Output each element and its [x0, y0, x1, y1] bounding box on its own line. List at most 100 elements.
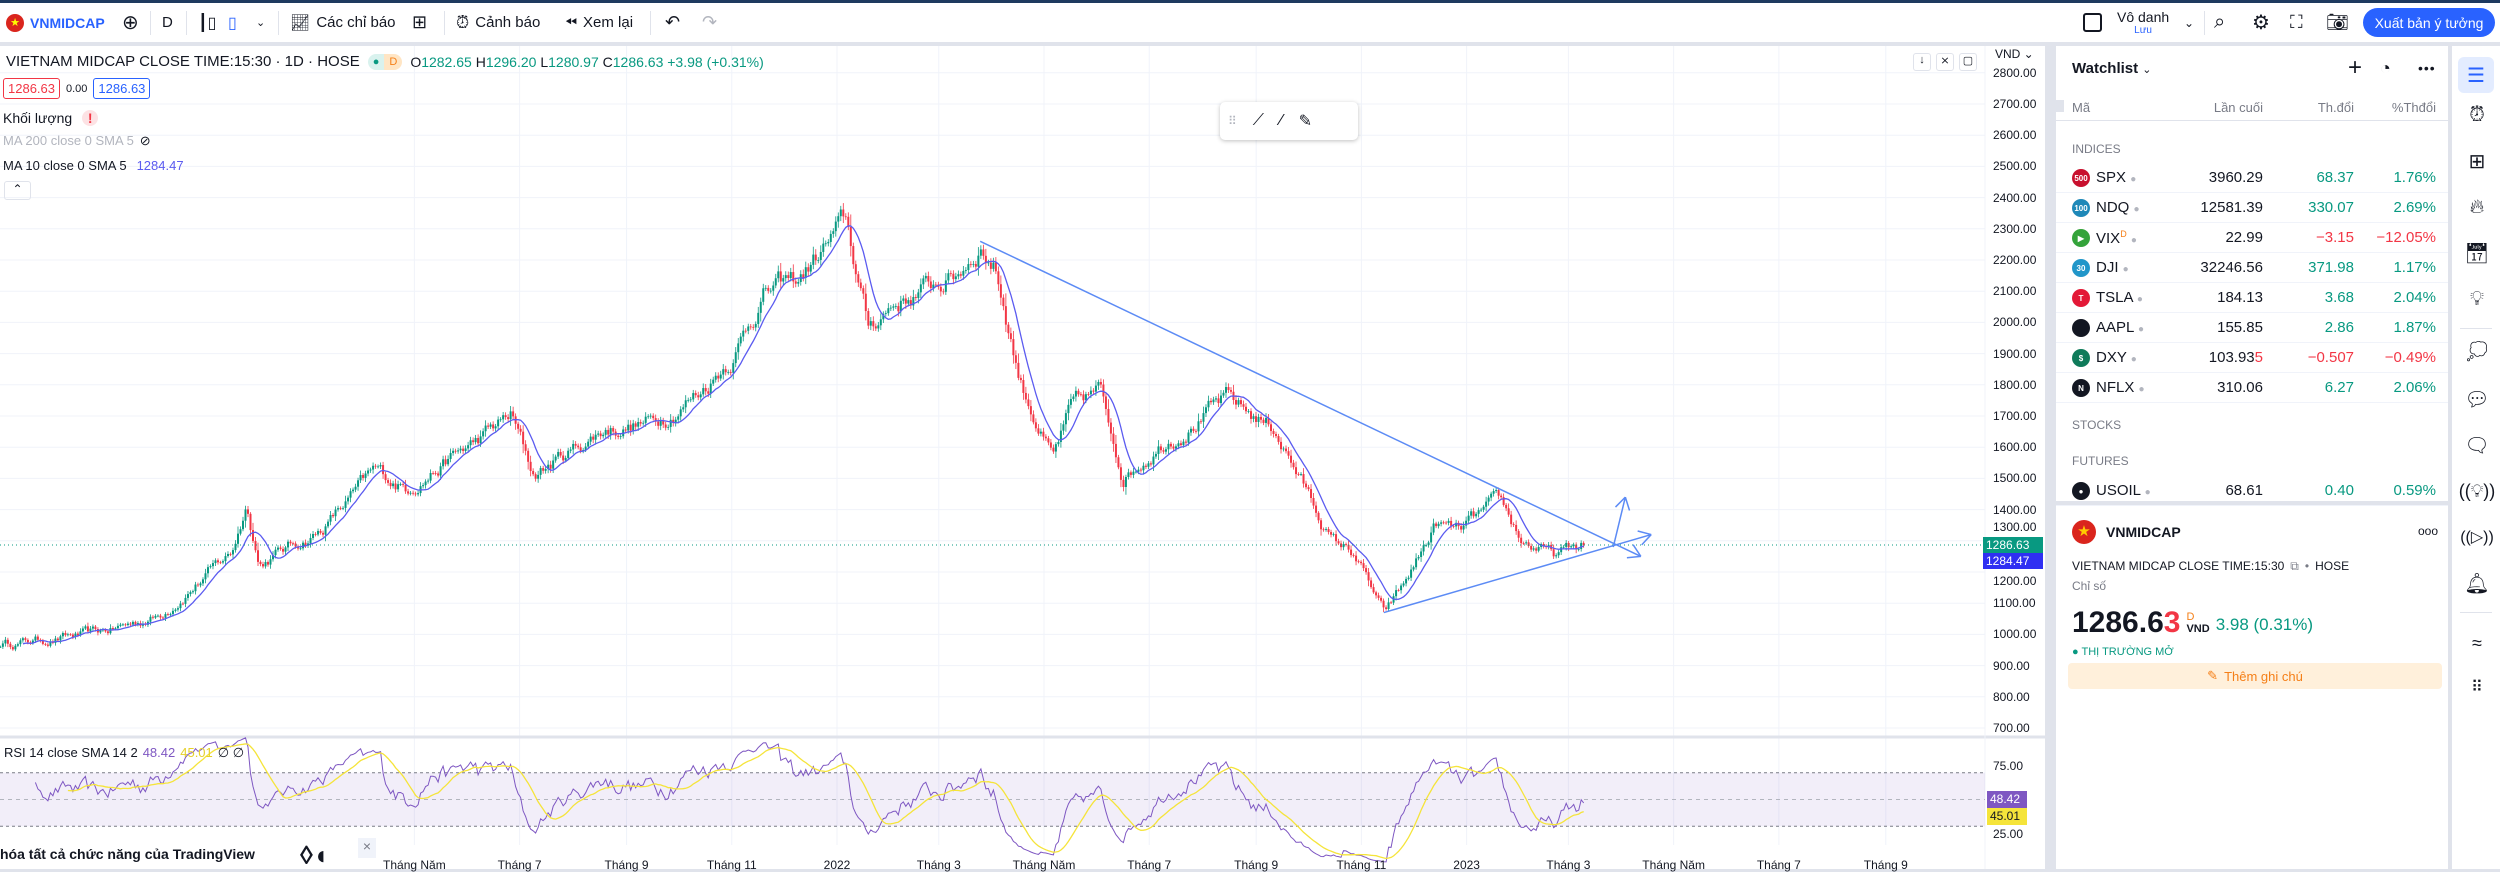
spread-value: 0.00: [66, 82, 88, 95]
symbol-logo-icon: $: [2072, 349, 2090, 367]
watchlist-header: Mã Lần cuối Th.đổi %Thđổi: [2056, 96, 2448, 121]
rsi-legend[interactable]: RSI 14 close SMA 14 2 48.42 45.01 ∅ ∅: [4, 745, 244, 761]
live-stream-icon[interactable]: ((▷)): [2460, 529, 2494, 546]
ticker: NDQ ●: [2096, 199, 2140, 216]
watchlist-row[interactable]: 30 DJI ● 32246.56 371.98 1.17%: [2056, 253, 2448, 283]
watchlist-row[interactable]: $ DXY ● 103.935 −0.507 −0.49%: [2056, 343, 2448, 373]
section-indices[interactable]: INDICES: [2072, 142, 2121, 156]
drag-handle-icon[interactable]: ⠿: [1228, 114, 1237, 128]
indicators-label: Các chỉ báo: [316, 14, 396, 31]
fullscreen-icon[interactable]: ⛶: [2290, 12, 2303, 32]
details-more-icon[interactable]: ooo: [2418, 524, 2439, 538]
details-symbol: VNMIDCAP: [2106, 524, 2181, 540]
alert-button[interactable]: ⏰︎ Cảnh báo: [456, 3, 540, 42]
watchlist-row[interactable]: AAPL ● 155.85 2.86 1.87%: [2056, 313, 2448, 343]
alert-label: Cảnh báo: [475, 14, 541, 31]
redo-icon[interactable]: ↷: [702, 12, 718, 32]
chevrons-icon[interactable]: ≈: [2472, 632, 2482, 653]
chevron-down-icon[interactable]: ⌄: [256, 17, 266, 29]
external-link-icon[interactable]: ⧉: [2290, 559, 2299, 573]
volume-indicator-legend[interactable]: Khối lượng!: [3, 110, 99, 126]
bars-style-icon[interactable]: ┃▯: [198, 14, 217, 32]
templates-grid-icon[interactable]: ⊞: [412, 12, 428, 32]
add-symbol-icon[interactable]: +: [2348, 54, 2363, 81]
watchlist-row[interactable]: N NFLX ● 310.06 6.27 2.06%: [2056, 373, 2448, 403]
symbol-logo-icon: 100: [2072, 199, 2090, 217]
chart-legend: VIETNAM MIDCAP CLOSE TIME:15:30 · 1D · H…: [6, 53, 764, 70]
price-axis-label: 1000.00: [1993, 627, 2037, 642]
drawing-floating-toolbar: ⠿ ⟋ ∕ ✎: [1220, 102, 1358, 140]
compare-add-icon[interactable]: ⊕: [122, 12, 139, 34]
idea-stream-icon[interactable]: ((💡︎)): [2458, 480, 2496, 501]
symbol-label: VNMIDCAP: [30, 14, 105, 31]
line-tool-icon[interactable]: ⟋: [1252, 112, 1264, 129]
collapse-legend-button[interactable]: ⌃: [4, 181, 31, 200]
chat-cloud-icon[interactable]: 💭︎: [2464, 340, 2490, 363]
vietnam-flag-icon: ★: [2072, 520, 2096, 544]
symbol-logo-icon: T: [2072, 289, 2090, 307]
watchlist-row[interactable]: 100 NDQ ● 12581.39 330.07 2.69%: [2056, 193, 2448, 223]
ma200-legend[interactable]: MA 200 close 0 SMA 5 ⊘: [3, 133, 151, 149]
col-change-pct[interactable]: %Thđổi: [2391, 100, 2436, 115]
hotlist-flame-icon[interactable]: 🔥︎: [2469, 195, 2485, 218]
layout-name-button[interactable]: Vô danh Lưu: [2117, 3, 2169, 42]
maximize-pane-icon[interactable]: ▢: [1959, 53, 1977, 71]
advanced-view-icon[interactable]: ◔: [2380, 58, 2391, 78]
candles-style-icon[interactable]: ▯: [228, 14, 237, 32]
publish-idea-button[interactable]: Xuất bản ý tưởng: [2363, 8, 2495, 37]
section-stocks[interactable]: STOCKS: [2072, 418, 2122, 432]
close-icon[interactable]: ×: [358, 838, 376, 858]
price-axis-label: 1100.00: [1993, 596, 2036, 611]
col-symbol[interactable]: Mã: [2072, 100, 2091, 115]
add-note-button[interactable]: ✎ Thêm ghi chú: [2068, 663, 2442, 689]
sell-price-button[interactable]: 1286.63: [3, 78, 60, 99]
layout-checkbox-icon[interactable]: [2083, 3, 2102, 42]
symbol-search-button[interactable]: ★ VNMIDCAP: [6, 3, 105, 42]
currency-selector[interactable]: VND ⌄: [1995, 47, 2034, 61]
messages-icon[interactable]: 🗨︎: [2464, 434, 2490, 457]
alarm-clock-icon[interactable]: ⏰︎: [2469, 103, 2485, 126]
interval-button[interactable]: D: [162, 3, 173, 42]
details-description: VIETNAM MIDCAP CLOSE TIME:15:30 ⧉ • HOSE: [2072, 559, 2350, 573]
watchlist-row[interactable]: ● USOIL ● 68.61 0.40 0.59%: [2056, 476, 2448, 506]
time-axis-label: Tháng 9: [604, 858, 649, 872]
col-change[interactable]: Th.đổi: [2317, 100, 2354, 115]
gear-icon[interactable]: ⚙: [2252, 12, 2270, 34]
indicators-button[interactable]: 📈︎ Các chỉ báo: [290, 3, 396, 42]
watchlist-icon[interactable]: ☰: [2458, 57, 2494, 93]
lightbulb-icon[interactable]: 💡︎: [2470, 287, 2484, 310]
chart-pane[interactable]: [0, 46, 2045, 869]
watchlist-row[interactable]: ▶ VIXD ● 22.99 −3.15 −12.05%: [2056, 223, 2448, 253]
undo-icon[interactable]: ↶: [665, 12, 681, 32]
collapse-pane-icon[interactable]: ⨯: [1936, 53, 1954, 71]
price-axis-label: 2100.00: [1993, 284, 2037, 299]
watchlist-row[interactable]: T TSLA ● 184.13 3.68 2.04%: [2056, 283, 2448, 313]
arrow-down-icon[interactable]: ↓: [1913, 53, 1931, 71]
chats-icon[interactable]: 💬︎: [2464, 388, 2490, 411]
section-futures[interactable]: FUTURES: [2072, 454, 2129, 468]
buy-price-button[interactable]: 1286.63: [93, 78, 151, 99]
col-last[interactable]: Lần cuối: [2213, 100, 2263, 115]
dots-grid-icon[interactable]: ⠿: [2471, 679, 2483, 696]
replay-icon: ⏪︎: [565, 14, 578, 31]
watchlist-row[interactable]: 500 SPX ● 3960.29 68.37 1.76%: [2056, 163, 2448, 193]
calendar-icon[interactable]: 📅︎: [2464, 242, 2490, 265]
add-list-icon[interactable]: ⊞: [2468, 150, 2486, 173]
time-axis-label: Tháng 7: [1756, 858, 1801, 872]
watchlist-panel: Watchlist ⌄ + ◔ ••• Mã Lần cuối Th.đổi %…: [2056, 46, 2448, 869]
ma10-legend[interactable]: MA 10 close 0 SMA 5 1284.47: [3, 158, 184, 173]
camera-icon[interactable]: 📷︎: [2326, 12, 2349, 32]
layout-chevron-down-icon[interactable]: ⌄: [2184, 15, 2195, 30]
change: 2.86: [2324, 319, 2354, 336]
replay-button[interactable]: ⏪︎ Xem lại: [565, 3, 633, 42]
rsi-value: 48.42: [142, 745, 176, 760]
watchlist-title-button[interactable]: Watchlist ⌄: [2072, 60, 2152, 77]
paint-brush-icon[interactable]: ✎: [1298, 113, 1313, 130]
search-icon[interactable]: ⌕: [2214, 11, 2226, 33]
line-style-icon[interactable]: ∕: [1280, 112, 1283, 129]
time-axis-label: Tháng 11: [1336, 858, 1387, 872]
hidden-eye-icon[interactable]: ⊘: [139, 133, 151, 148]
change-pct: −0.49%: [2384, 349, 2436, 366]
bell-icon[interactable]: 🔔︎: [2464, 572, 2490, 595]
more-options-icon[interactable]: •••: [2418, 60, 2436, 76]
